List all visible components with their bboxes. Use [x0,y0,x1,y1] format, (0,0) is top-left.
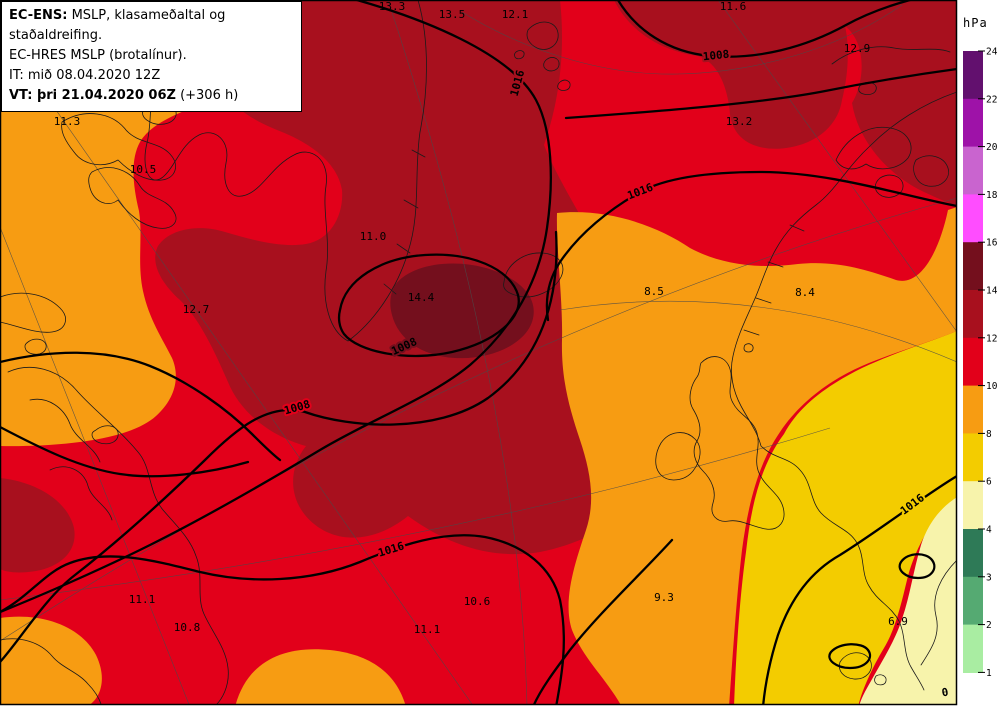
legend-tick-label: 1 [986,668,992,679]
sd-region-12-14 [0,0,957,573]
sd-value-label: 8.4 [795,286,815,299]
sd-value-label: 11.0 [360,230,387,243]
graticule-lines [0,0,957,705]
legend-tick-label: 12 [986,333,997,344]
sd-region-14-16 [390,263,534,359]
sd-value-label: 12.1 [502,8,529,21]
legend-color-segment [963,194,983,243]
map-frame [0,0,958,706]
sd-region-4-6 [859,497,957,705]
sd-value-labels: 13.3 13.5 12.1 11.6 12.9 13.2 11.3 10.5 11.0 14.4… [54,0,908,636]
sd-value-label: 13.5 [439,8,466,21]
legend-color-segment [963,242,983,291]
legend-color-segment [963,481,983,530]
sd-value-label: 10.8 [174,621,201,634]
legend-color-segment [963,337,983,387]
legend-tick-label: 8 [986,429,992,440]
title-line-model: EC-ENS: MSLP, klasameðaltal og staðaldre… [9,8,226,43]
legend-segments [963,51,983,673]
legend-tick-label: 2 [986,620,992,631]
legend-tick-label: 6 [986,477,992,488]
sd-value-label: 11.1 [414,623,441,636]
title-line-init-time: IT: mið 08.04.2020 12Z [9,68,161,83]
coastlines [0,0,957,705]
legend-tick-label: 4 [986,525,992,536]
legend-color-segment [963,98,983,148]
valid-time: VT: þri 21.04.2020 06Z [9,88,176,103]
legend-tick-label: 16 [986,238,998,249]
mslp-isobars [0,0,957,705]
sd-value-label: 6.9 [888,615,908,628]
model-name: EC-ENS: [9,8,68,23]
legend-tick-label: 22 [986,94,997,105]
legend-colorbar: hPa 24 22 20 18 16 14 12 10 8 6 4 3 2 1 [963,16,998,679]
legend-color-segment [963,51,983,100]
legend-unit-label: hPa [963,16,988,30]
legend-color-segment [963,624,983,673]
sd-value-label: 13.3 [379,0,406,13]
legend-ticks: 24 22 20 18 16 14 12 10 8 6 4 3 2 1 [978,47,998,679]
sd-value-label: 12.9 [844,42,871,55]
sd-value-label: 13.2 [726,115,753,128]
legend-color-segment [963,146,983,195]
sd-value-label: 11.3 [54,115,81,128]
legend-color-segment [963,576,983,626]
legend-tick-label: 18 [986,190,998,201]
title-line-hres: EC-HRES MSLP (brotalínur). [9,48,187,63]
legend-tick-label: 10 [986,381,998,392]
forecast-title-box: EC-ENS: MSLP, klasameðaltal og staðaldre… [1,1,302,112]
legend-tick-label: 24 [986,47,998,58]
legend-color-segment [963,529,983,578]
sd-value-label: 10.6 [464,595,491,608]
legend-color-segment [963,433,983,482]
legend-tick-label: 20 [986,142,998,153]
sd-value-label: 14.4 [408,291,435,304]
legend-color-segment [963,385,983,434]
title-line-valid-time: VT: þri 21.04.2020 06Z (+306 h) [9,88,239,103]
isobar-label: 1008 [702,48,730,64]
legend-color-segment [963,290,983,339]
legend-tick-label: 14 [986,286,998,297]
sd-value-label: 10.5 [130,163,157,176]
legend-tick-label: 3 [986,572,992,583]
sd-value-label: 12.7 [183,303,210,316]
sd-value-label: 11.6 [720,0,747,13]
sd-value-label: 11.1 [129,593,156,606]
sd-region-6-8 [734,331,957,705]
sd-value-label: 8.5 [644,285,664,298]
sd-value-label: 9.3 [654,591,674,604]
